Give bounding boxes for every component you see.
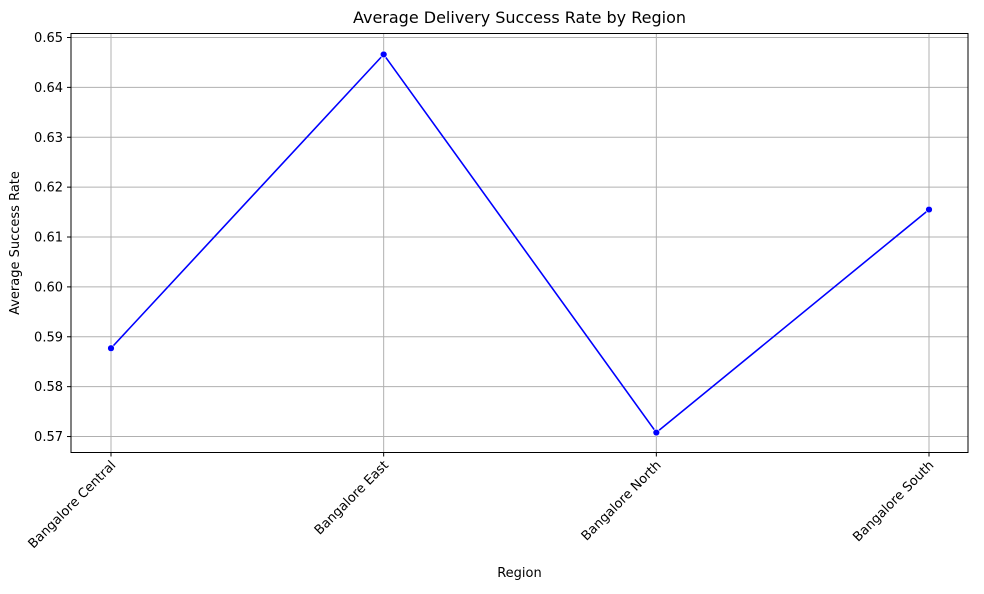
y-tick-label: 0.62 <box>34 181 63 196</box>
data-point <box>107 344 115 352</box>
y-tick-label: 0.65 <box>34 31 63 46</box>
gridlines <box>71 33 968 453</box>
y-tick-label: 0.60 <box>34 280 63 295</box>
plot-area-frame <box>70 33 969 453</box>
y-tick-label: 0.59 <box>34 330 63 345</box>
x-axis-label: Region <box>497 566 542 581</box>
y-tick-label: 0.61 <box>34 231 63 246</box>
y-axis: 0.57 0.58 0.59 0.60 0.61 0.62 0.63 0.64 0.65 <box>34 31 71 445</box>
data-point <box>925 205 933 214</box>
series-group <box>107 50 933 437</box>
y-tick-label: 0.63 <box>34 131 63 146</box>
y-tick-label: 0.64 <box>34 81 63 96</box>
y-axis-label: Average Success Rate <box>8 171 23 315</box>
series-line <box>110 53 930 434</box>
chart-title: Average Delivery Success Rate by Region <box>353 8 686 27</box>
y-tick-label: 0.57 <box>34 430 63 445</box>
y-tick-label: 0.58 <box>34 380 63 395</box>
data-point <box>652 428 661 437</box>
data-point <box>379 50 388 59</box>
